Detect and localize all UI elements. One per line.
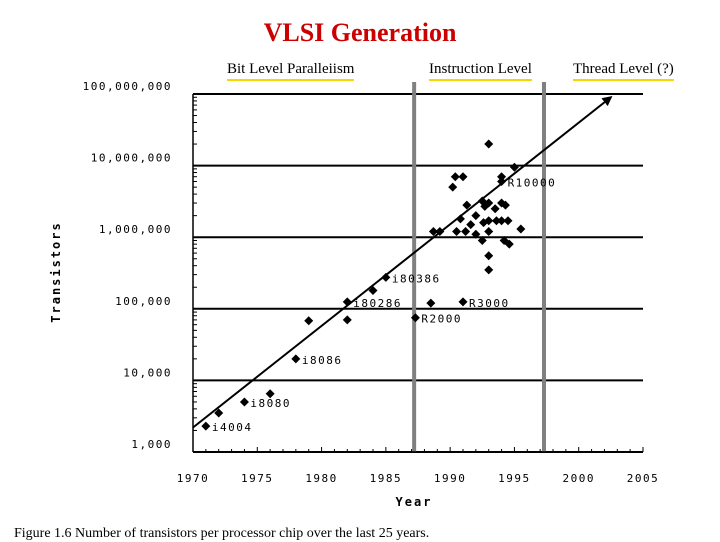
data-point <box>503 216 513 226</box>
y-tick-label: 100,000,000 <box>83 80 172 93</box>
data-point <box>381 272 391 282</box>
x-tick-label: 2000 <box>562 472 595 485</box>
data-point <box>497 216 507 226</box>
y-tick-label: 10,000 <box>123 366 172 379</box>
data-point <box>462 200 472 210</box>
data-point <box>484 198 494 208</box>
data-point <box>484 251 494 261</box>
data-point <box>239 397 249 407</box>
x-tick-label: 2005 <box>627 472 660 485</box>
data-point <box>477 235 487 245</box>
data-point <box>368 286 378 296</box>
data-point <box>500 200 510 210</box>
x-tick-label: 1985 <box>370 472 403 485</box>
figure-caption: Figure 1.6 Number of transistors per pro… <box>14 526 430 541</box>
era-label-instruction-level: Instruction Level <box>429 60 532 81</box>
y-axis-title: Transistors <box>49 221 63 322</box>
point-label: i80386 <box>392 272 441 285</box>
data-point <box>214 408 224 418</box>
y-tick-label: 1,000 <box>131 438 172 451</box>
data-point <box>504 239 514 249</box>
data-point <box>484 227 494 237</box>
x-tick-label: 1990 <box>434 472 467 485</box>
point-label: i4004 <box>212 421 253 434</box>
data-point <box>497 176 507 186</box>
data-point <box>497 172 507 182</box>
data-point <box>450 172 460 182</box>
point-label: R10000 <box>508 176 557 189</box>
data-point <box>516 224 526 234</box>
trend-arrow <box>192 96 613 429</box>
data-point <box>201 421 211 431</box>
era-label-thread-level: Thread Level (?) <box>573 60 674 81</box>
data-point <box>304 316 314 326</box>
y-tick-label: 1,000,000 <box>99 223 172 236</box>
data-point <box>471 229 481 239</box>
transistor-chart: 1,000 10,000 100,000 1,000,000 10,000,000 100… <box>49 80 660 509</box>
data-point <box>428 227 438 237</box>
data-point <box>458 172 468 182</box>
data-point <box>490 204 500 214</box>
data-point <box>342 297 352 307</box>
x-axis-title: Year <box>396 495 433 509</box>
data-point <box>461 227 471 237</box>
y-tick-label: 10,000,000 <box>91 152 172 165</box>
data-point <box>426 298 436 308</box>
data-point <box>265 389 275 399</box>
point-label: R3000 <box>469 297 510 310</box>
data-point <box>342 315 352 325</box>
data-point <box>509 162 519 172</box>
era-label-bit-level: Bit Level Paralleiism <box>227 60 355 81</box>
data-point <box>466 220 476 230</box>
data-point <box>458 297 468 307</box>
data-point <box>410 313 420 323</box>
data-point <box>484 265 494 275</box>
point-label: i8086 <box>302 354 343 367</box>
data-point <box>455 214 465 224</box>
y-tick-label: 100,000 <box>115 295 172 308</box>
x-tick-label: 1995 <box>498 472 531 485</box>
x-tick-label: 1975 <box>241 472 274 485</box>
point-label: i8080 <box>250 397 291 410</box>
data-point <box>452 227 462 237</box>
data-point <box>435 227 445 237</box>
data-point <box>291 354 301 364</box>
data-point <box>448 182 458 192</box>
data-point <box>471 211 481 221</box>
slide-title: VLSI Generation <box>263 18 457 47</box>
data-point <box>484 139 494 149</box>
data-point <box>491 216 501 226</box>
x-tick-label: 1970 <box>177 472 210 485</box>
data-point <box>484 216 494 226</box>
point-label: R2000 <box>421 313 462 326</box>
x-tick-label: 1980 <box>305 472 338 485</box>
point-label: i80286 <box>353 297 402 310</box>
